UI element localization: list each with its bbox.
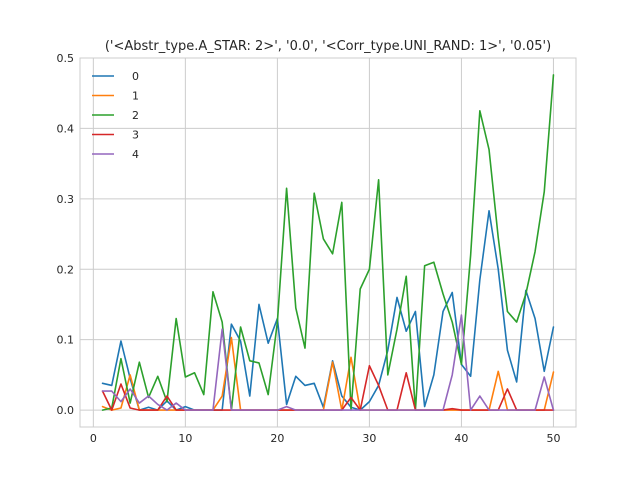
y-tick-label: 0.2: [57, 263, 75, 276]
legend-label-4: 4: [132, 148, 139, 161]
y-tick-label: 0.0: [57, 404, 75, 417]
series-layer: [101, 74, 555, 411]
chart-title: ('<Abstr_type.A_STAR: 2>', '0.0', '<Corr…: [105, 39, 551, 54]
y-tick-label: 0.4: [57, 122, 75, 135]
grid-lines: [80, 57, 576, 427]
x-tick-label: 40: [454, 432, 468, 445]
plot-frame: [79, 57, 577, 428]
legend-label-0: 0: [132, 70, 139, 83]
x-tick-label: 10: [178, 432, 192, 445]
series-line-2: [101, 74, 555, 411]
x-tick-label: 0: [90, 432, 97, 445]
legend-label-3: 3: [132, 129, 139, 142]
legend-label-1: 1: [132, 90, 139, 103]
x-tick-label: 50: [546, 432, 560, 445]
y-tick-label: 0.1: [57, 334, 75, 347]
series-line-4: [101, 314, 555, 411]
x-tick-label: 20: [270, 432, 284, 445]
legend-label-2: 2: [132, 109, 139, 122]
y-tick-label: 0.5: [57, 52, 75, 65]
plot-area: [80, 58, 576, 427]
legend: 0 1 2 3 4: [92, 70, 139, 161]
tick-labels: 0 10 20 30 40 500.00.10.20.30.40.5: [57, 52, 561, 445]
y-tick-label: 0.3: [57, 193, 75, 206]
x-tick-label: 30: [362, 432, 376, 445]
